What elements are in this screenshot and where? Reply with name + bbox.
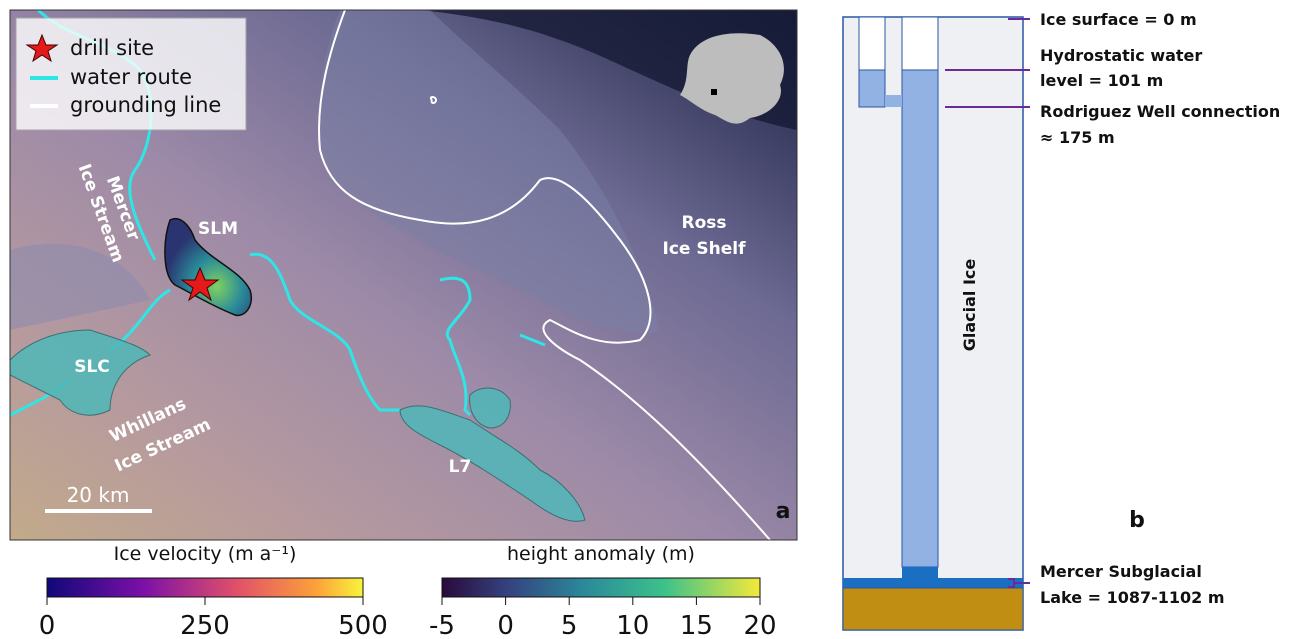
panel-letter: b [1129,508,1145,533]
annotation: Hydrostatic water [1040,46,1202,65]
colorbar [442,578,760,597]
map-label: SLM [198,219,238,239]
annotation: Rodriguez Well connection [1040,102,1280,121]
colorbar-title: Ice velocity (m a⁻¹) [114,543,297,565]
colorbar-title: height anomaly (m) [507,543,695,565]
annotation: Ice surface = 0 m [1040,10,1197,29]
colorbar-tick-label: 250 [180,611,230,639]
panel-letter: a [776,499,791,524]
map: drill site water route grounding line Me… [10,10,797,540]
annotation: ≈ 175 m [1040,128,1115,147]
ice-label: Glacial Ice [960,259,979,352]
map-label: SLC [74,357,110,377]
map-label: L7 [449,457,472,477]
colorbar-tick-label: 20 [743,611,776,639]
colorbar-tick-label: 5 [561,611,578,639]
figure: drill site water route grounding line Me… [0,0,1292,639]
colorbar-tick-label: 0 [39,611,56,639]
annotation: Lake = 1087-1102 m [1040,588,1225,607]
colorbar-tick-label: 500 [338,611,388,639]
colorbar-tick-label: 0 [497,611,514,639]
colorbar [47,578,363,597]
legend-entry: grounding line [70,93,221,117]
scale-bar: 20 km [67,483,130,507]
legend-entry: drill site [70,36,154,60]
colorbar-tick-label: -5 [429,611,455,639]
map-label: Ross [681,213,726,233]
annotation: Mercer Subglacial [1040,562,1202,581]
legend-entry: water route [70,65,192,89]
colorbar-tick-label: 10 [616,611,649,639]
annotation: level = 101 m [1040,71,1163,90]
map-label: Ice Shelf [663,239,747,259]
diagram: Glacial Ice Ice surface = 0 m Hydrostati… [843,10,1280,630]
colorbar-tick-label: 15 [680,611,713,639]
